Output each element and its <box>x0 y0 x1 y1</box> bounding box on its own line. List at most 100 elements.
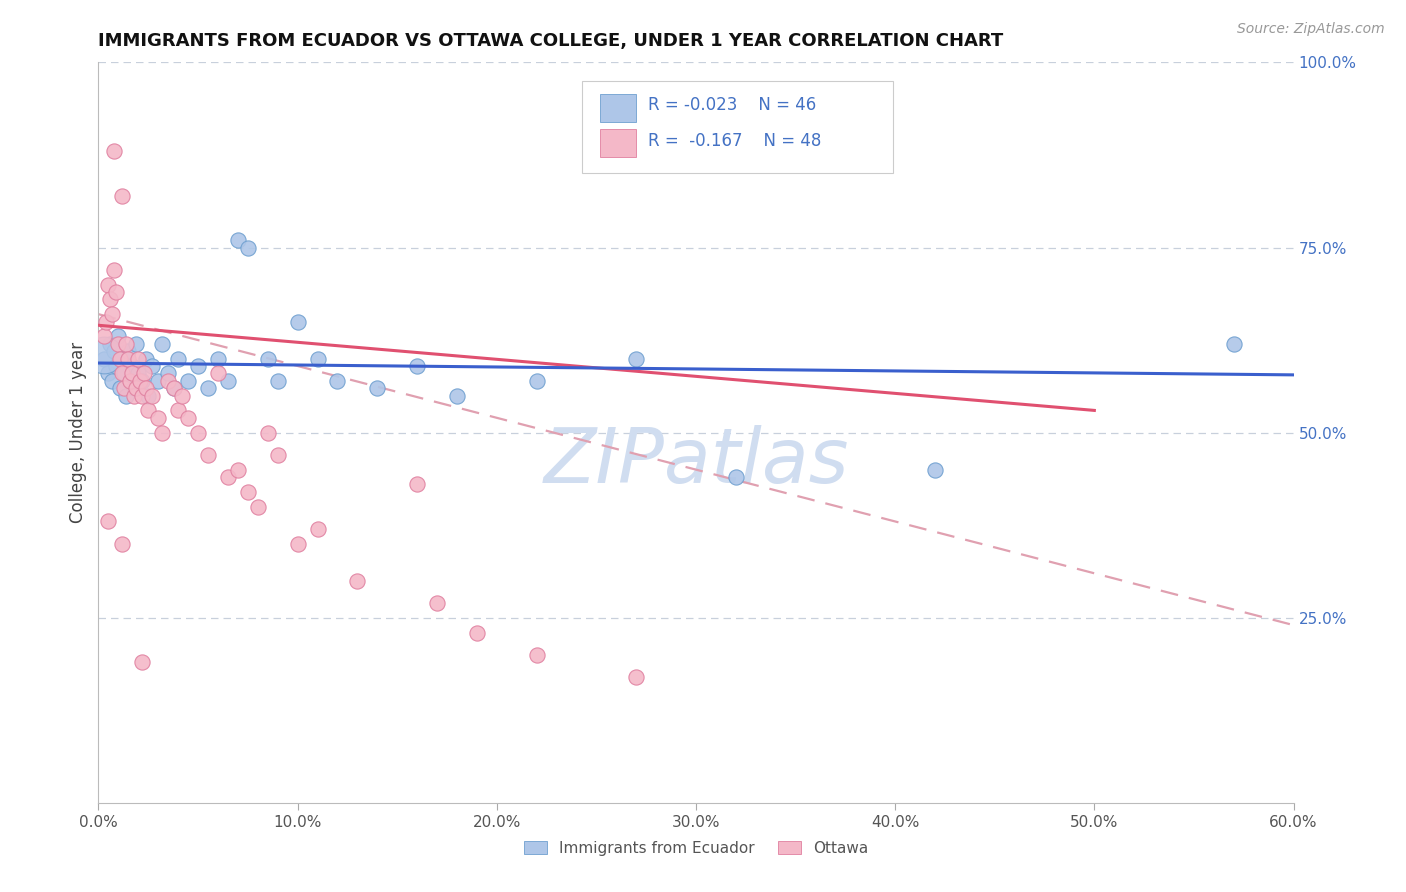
Point <box>465 625 488 640</box>
Point <box>136 388 159 402</box>
Point <box>112 367 135 381</box>
Point <box>167 403 190 417</box>
Point <box>93 348 115 362</box>
Point <box>148 374 170 388</box>
Point <box>135 351 157 366</box>
Point <box>256 425 278 440</box>
Point <box>177 410 200 425</box>
Point <box>157 374 180 388</box>
Text: IMMIGRANTS FROM ECUADOR VS OTTAWA COLLEGE, UNDER 1 YEAR CORRELATION CHART: IMMIGRANTS FROM ECUADOR VS OTTAWA COLLEG… <box>98 32 1004 50</box>
Point <box>172 388 194 402</box>
Text: Source: ZipAtlas.com: Source: ZipAtlas.com <box>1237 22 1385 37</box>
Point <box>197 381 219 395</box>
Point <box>141 388 163 402</box>
Point <box>187 359 209 373</box>
Point <box>136 403 159 417</box>
Point <box>111 188 134 202</box>
Point <box>105 359 128 373</box>
Point <box>307 351 329 366</box>
Point <box>287 536 309 550</box>
Y-axis label: College, Under 1 year: College, Under 1 year <box>69 342 87 524</box>
Point <box>125 381 148 395</box>
Point <box>187 425 209 440</box>
Point <box>105 285 128 299</box>
Point <box>107 329 129 343</box>
Point <box>111 536 134 550</box>
Point <box>346 574 368 588</box>
Point <box>124 388 146 402</box>
Point <box>103 262 125 277</box>
Point <box>131 655 153 669</box>
Point <box>150 425 173 440</box>
Point <box>326 374 349 388</box>
Point <box>150 336 173 351</box>
Point <box>127 351 149 366</box>
Point <box>112 381 135 395</box>
Point <box>1223 336 1246 351</box>
Point <box>110 381 132 395</box>
Point <box>924 462 946 476</box>
Point <box>111 351 134 366</box>
Point <box>307 522 329 536</box>
Point <box>93 329 115 343</box>
Point <box>131 388 153 402</box>
Point <box>117 344 139 359</box>
Point <box>406 477 429 491</box>
FancyBboxPatch shape <box>582 81 893 173</box>
Point <box>115 336 138 351</box>
Point <box>267 448 290 462</box>
Point <box>148 410 170 425</box>
Point <box>236 484 259 499</box>
Point <box>96 314 118 328</box>
Point <box>97 515 120 529</box>
Point <box>526 374 548 388</box>
Point <box>217 374 239 388</box>
Point <box>167 351 190 366</box>
Point <box>406 359 429 373</box>
Point <box>97 277 120 292</box>
Point <box>115 388 138 402</box>
Point <box>131 374 153 388</box>
Text: R =  -0.167    N = 48: R = -0.167 N = 48 <box>648 132 821 150</box>
FancyBboxPatch shape <box>600 94 636 121</box>
Point <box>446 388 468 402</box>
Point <box>197 448 219 462</box>
Point <box>120 374 142 388</box>
Point <box>426 596 449 610</box>
Point <box>134 367 156 381</box>
Point <box>127 367 149 381</box>
Point <box>111 367 134 381</box>
Point <box>226 462 249 476</box>
Point <box>526 648 548 662</box>
Text: ZIPatlas: ZIPatlas <box>543 425 849 500</box>
Point <box>163 381 186 395</box>
Point <box>98 336 122 351</box>
Point <box>121 367 143 381</box>
Point <box>366 381 388 395</box>
Point <box>121 359 143 373</box>
Point <box>103 145 125 159</box>
Point <box>107 336 129 351</box>
Point <box>207 351 229 366</box>
Point <box>157 367 180 381</box>
Text: R = -0.023    N = 46: R = -0.023 N = 46 <box>648 96 817 114</box>
Point <box>207 367 229 381</box>
Point <box>626 670 648 684</box>
Point <box>103 344 125 359</box>
Point <box>177 374 200 388</box>
Point <box>101 307 124 321</box>
Point <box>120 374 142 388</box>
Point <box>93 351 115 366</box>
Point <box>236 240 259 255</box>
Point <box>246 500 269 514</box>
Point <box>110 351 132 366</box>
Point <box>129 374 152 388</box>
Point <box>135 381 157 395</box>
Point <box>217 470 239 484</box>
Point <box>267 374 290 388</box>
Point <box>125 336 148 351</box>
Point <box>626 351 648 366</box>
Point <box>724 470 747 484</box>
Point <box>124 381 146 395</box>
Point <box>117 351 139 366</box>
